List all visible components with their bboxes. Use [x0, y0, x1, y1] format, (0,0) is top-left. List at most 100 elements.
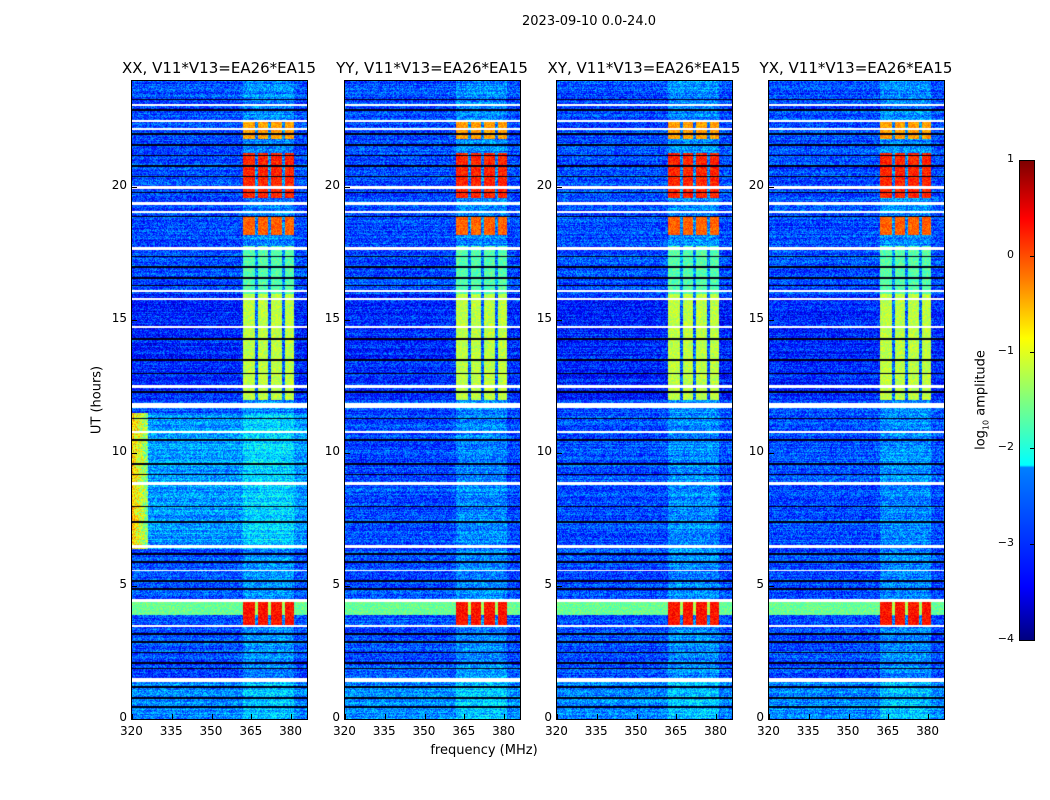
x-tick-label: 365 — [876, 724, 900, 738]
y-tick — [769, 586, 774, 588]
y-tick — [132, 453, 137, 455]
y-tick-label: 5 — [332, 577, 340, 592]
x-tick-label: 335 — [796, 724, 820, 738]
x-tick — [636, 714, 638, 719]
colorbar-label: log10 amplitude — [973, 350, 991, 450]
y-tick-label: 0 — [756, 710, 764, 724]
x-tick — [888, 714, 890, 719]
heatmap-panel — [344, 80, 521, 720]
y-tick — [769, 320, 774, 322]
x-tick — [464, 714, 466, 719]
heatmap-panel — [768, 80, 945, 720]
y-tick — [769, 719, 774, 720]
x-tick-label: 350 — [412, 724, 436, 738]
x-tick — [345, 714, 346, 719]
y-tick-label: 0 — [544, 710, 552, 724]
y-tick — [345, 320, 350, 322]
x-tick-label: 350 — [199, 724, 223, 738]
y-tick-label: 20 — [111, 178, 127, 193]
y-tick-label: 0 — [332, 710, 340, 724]
x-tick-label: 335 — [159, 724, 183, 738]
y-tick-label: 15 — [324, 311, 340, 326]
y-tick — [345, 719, 350, 720]
y-tick-label: 15 — [536, 311, 552, 326]
x-tick-label: 335 — [372, 724, 396, 738]
heatmap-image — [769, 81, 944, 719]
y-tick — [557, 719, 562, 720]
x-tick-label: 320 — [333, 724, 356, 738]
x-tick — [557, 714, 558, 719]
x-tick — [848, 714, 850, 719]
heatmap-image — [345, 81, 520, 719]
y-tick — [132, 320, 137, 322]
y-tick-label: 5 — [544, 577, 552, 592]
x-tick — [291, 714, 293, 719]
x-tick-label: 350 — [836, 724, 860, 738]
y-tick-label: 20 — [536, 178, 552, 193]
x-tick — [676, 714, 678, 719]
x-tick-label: 350 — [624, 724, 648, 738]
y-tick — [345, 187, 350, 189]
x-tick-label: 365 — [239, 724, 263, 738]
x-tick-label: 380 — [916, 724, 939, 738]
colorbar-tick — [1030, 256, 1035, 257]
y-tick-label: 10 — [111, 444, 127, 459]
colorbar-tick — [1030, 352, 1035, 353]
x-tick — [424, 714, 426, 719]
x-tick-label: 365 — [664, 724, 688, 738]
x-tick — [384, 714, 386, 719]
x-tick-label: 335 — [584, 724, 608, 738]
x-tick-label: 320 — [120, 724, 143, 738]
y-tick — [132, 719, 137, 720]
x-tick — [132, 714, 133, 719]
colorbar-tick — [1030, 448, 1035, 449]
y-tick — [132, 586, 137, 588]
panel-title: XX, V11*V13=EA26*EA15 — [121, 59, 316, 77]
x-tick — [251, 714, 253, 719]
x-tick — [211, 714, 213, 719]
y-tick-label: 10 — [324, 444, 340, 459]
colorbar-tick — [1030, 640, 1035, 641]
panel-title: XY, V11*V13=EA26*EA15 — [547, 59, 741, 77]
y-tick — [557, 320, 562, 322]
x-tick — [716, 714, 718, 719]
x-tick — [769, 714, 770, 719]
y-tick — [132, 187, 137, 189]
x-tick-label: 380 — [492, 724, 515, 738]
colorbar-tick-label: 1 — [1007, 152, 1014, 165]
y-tick-label: 15 — [111, 311, 127, 326]
x-tick — [171, 714, 173, 719]
heatmap-panel — [556, 80, 733, 720]
x-tick-label: 320 — [757, 724, 780, 738]
x-tick-label: 380 — [279, 724, 302, 738]
y-tick-label: 10 — [748, 444, 764, 459]
colorbar-tick — [1030, 160, 1035, 161]
y-tick-label: 15 — [748, 311, 764, 326]
colorbar-tick-label: −1 — [997, 344, 1014, 357]
y-tick-label: 5 — [119, 577, 127, 592]
y-tick — [345, 586, 350, 588]
y-tick — [557, 453, 562, 455]
heatmap-image — [132, 81, 307, 719]
colorbar-tick — [1030, 544, 1035, 545]
y-tick-label: 0 — [119, 710, 127, 724]
x-tick-label: 320 — [545, 724, 568, 738]
y-tick-label: 10 — [536, 444, 552, 459]
x-tick — [596, 714, 598, 719]
y-tick — [769, 187, 774, 189]
y-tick — [557, 187, 562, 189]
y-tick-label: 20 — [324, 178, 340, 193]
y-tick — [769, 453, 774, 455]
x-tick — [808, 714, 810, 719]
colorbar-tick-label: −2 — [997, 440, 1014, 453]
heatmap-panel — [131, 80, 308, 720]
x-axis-label: frequency (MHz) — [430, 743, 538, 758]
colorbar-tick-label: −3 — [997, 536, 1014, 549]
y-tick-label: 5 — [756, 577, 764, 592]
x-tick — [504, 714, 506, 719]
y-axis-label: UT (hours) — [89, 365, 105, 435]
x-tick — [928, 714, 930, 719]
figure-title: 2023-09-10 0.0-24.0 — [522, 14, 656, 29]
y-tick — [345, 453, 350, 455]
